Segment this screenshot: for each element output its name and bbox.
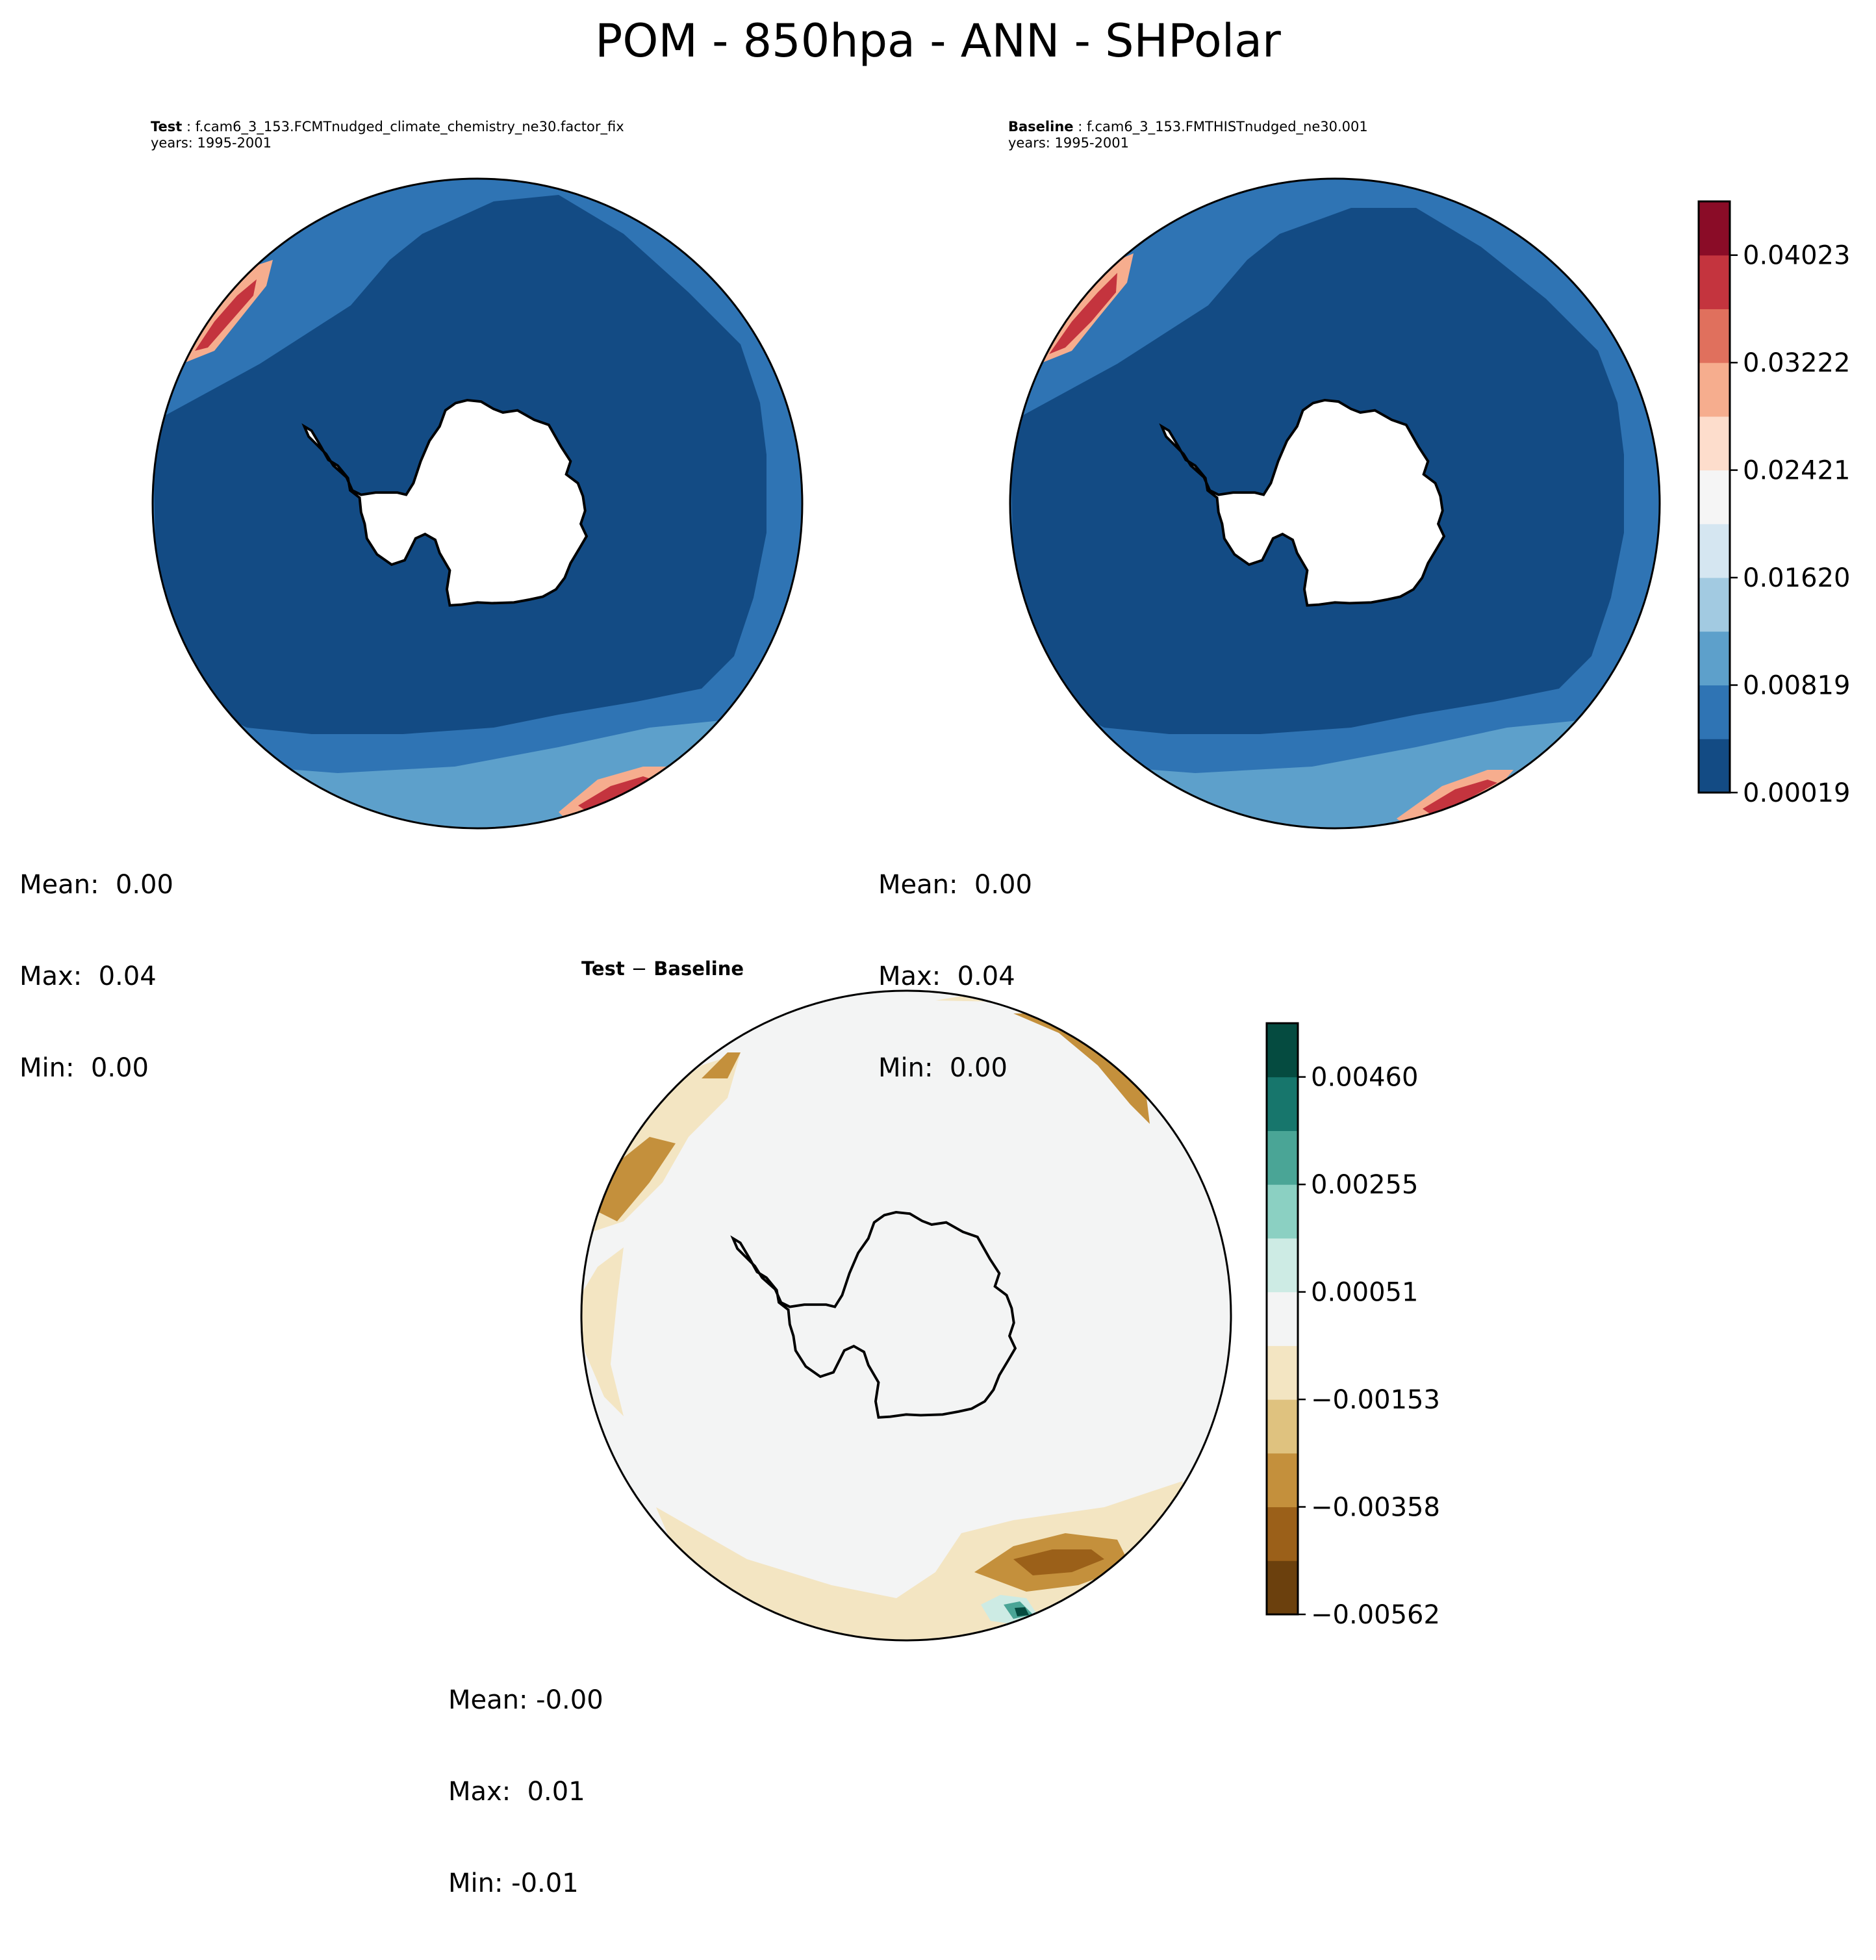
test-case-name: f.cam6_3_153.FCMTnudged_climate_chemistr…: [195, 119, 624, 134]
test-stats: Mean: 0.00 Max: 0.04 Min: 0.00: [19, 809, 173, 1145]
colorbar-diff-segment: [1267, 1184, 1298, 1239]
colorbar-diff-segment: [1267, 1453, 1298, 1508]
colorbar-diff-segment: [1267, 1238, 1298, 1293]
colorbar-diff-segment: [1267, 1292, 1298, 1346]
colorbar-main-segment: [1699, 416, 1730, 471]
baseline-case-name: f.cam6_3_153.FMTHISTnudged_ne30.001: [1086, 119, 1368, 134]
colorbar-main-segment: [1699, 631, 1730, 686]
colorbar-main-tick-label: 0.03222: [1743, 348, 1850, 378]
baseline-max: Max: 0.04: [878, 961, 1015, 991]
colorbar-diff-segment: [1267, 1076, 1298, 1131]
colorbar-diff-segment: [1267, 1023, 1298, 1078]
baseline-min: Min: 0.00: [878, 1053, 1008, 1083]
colorbar-main-tick-label: 0.00819: [1743, 671, 1850, 701]
test-max: Max: 0.04: [19, 961, 157, 991]
diff-min: Min: -0.01: [448, 1868, 579, 1898]
colorbar-diff-border: [1265, 1022, 1299, 1616]
colorbar-main-segment: [1699, 255, 1730, 309]
diff-stats: Mean: -0.00 Max: 0.01 Min: -0.01: [448, 1624, 603, 1960]
diff-brown-nw2: [702, 1052, 741, 1078]
diff-brown-nw: [591, 1137, 676, 1221]
colorbar-diff-tick-label: −0.00358: [1311, 1493, 1440, 1523]
test-years: years: 1995-2001: [151, 135, 272, 151]
diff-teal-dark-s: [1015, 1607, 1029, 1616]
colorbar-main-segment: [1699, 739, 1730, 793]
baseline-map-border: [1009, 177, 1661, 830]
colorbar-main-tick-label: 0.04023: [1743, 241, 1850, 271]
colorbar-main-border: [1697, 200, 1731, 794]
colorbar-diff-tick-label: −0.00153: [1311, 1385, 1440, 1415]
baseline-mean: Mean: 0.00: [878, 870, 1032, 900]
colorbar-diff-segment: [1267, 1345, 1298, 1400]
test-hotspot-se-core: [578, 776, 653, 812]
figure-title: POM - 850hpa - ANN - SHPolar: [595, 14, 1281, 68]
baseline-header: Baseline : f.cam6_3_153.FMTHISTnudged_ne…: [1008, 119, 1368, 151]
colorbar-diff-tick-label: 0.00460: [1311, 1063, 1418, 1093]
test-map-border: [151, 177, 804, 830]
test-hotspot-nw-core: [195, 279, 257, 351]
colorbar-diff-segment: [1267, 1507, 1298, 1561]
colorbar-main-tick-label: 0.01620: [1743, 563, 1850, 593]
diff-map-border: [580, 989, 1232, 1642]
baseline-years: years: 1995-2001: [1008, 135, 1130, 151]
diff-title-test: Test: [581, 958, 625, 980]
colorbar-diff-segment: [1267, 1399, 1298, 1454]
diff-tan-w: [581, 1247, 624, 1416]
baseline-stats: Mean: 0.00 Max: 0.04 Min: 0.00: [878, 809, 1032, 1145]
colorbar-main-segment: [1699, 363, 1730, 417]
colorbar-diff-tick-label: 0.00051: [1311, 1278, 1418, 1308]
diff-darkbrown-s: [1013, 1549, 1104, 1575]
colorbar-diff: −0.00562 −0.00358 −0.00153 0.00051 0.00255 0.…: [1265, 1022, 1440, 1630]
colorbar-diff-segment: [1267, 1130, 1298, 1185]
diff-max: Max: 0.01: [448, 1777, 585, 1807]
colorbar-main-segment: [1699, 201, 1730, 256]
baseline-hotspot-se-core: [1423, 780, 1497, 815]
colorbar-main: 0.00019 0.00819 0.01620 0.02421 0.03222 0.040…: [1697, 200, 1850, 808]
baseline-label: Baseline: [1008, 119, 1074, 134]
diff-title-minus: −: [631, 958, 648, 980]
baseline-map: [1010, 179, 1660, 828]
test-map: [153, 179, 802, 828]
colorbar-main-tick-label: 0.00019: [1743, 778, 1850, 808]
test-header: Test : f.cam6_3_153.FCMTnudged_climate_c…: [151, 119, 624, 151]
colorbar-main-segment: [1699, 524, 1730, 578]
colorbar-diff-tick-label: −0.00562: [1311, 1600, 1440, 1630]
colorbar-main-tick-label: 0.02421: [1743, 456, 1850, 486]
colorbar-main-segment: [1699, 470, 1730, 524]
test-min: Min: 0.00: [19, 1053, 149, 1083]
colorbar-main-segment: [1699, 685, 1730, 739]
baseline-hotspot-nw-core: [1049, 273, 1117, 354]
test-label: Test: [151, 119, 183, 134]
diff-title-baseline: Baseline: [653, 958, 744, 980]
colorbar-main-segment: [1699, 309, 1730, 363]
diff-mean: Mean: -0.00: [448, 1685, 603, 1715]
figure: POM - 850hpa - ANN - SHPolar Test : f.ca…: [19, 14, 1850, 1898]
colorbar-main-segment: [1699, 578, 1730, 632]
maps-svg: 0.00019 0.00819 0.01620 0.02421 0.03222 0.040…: [151, 177, 1850, 1642]
test-mean: Mean: 0.00: [19, 870, 173, 900]
colorbar-diff-tick-label: 0.00255: [1311, 1170, 1418, 1200]
colorbar-diff-segment: [1267, 1560, 1298, 1615]
diff-title: Test − Baseline: [581, 958, 744, 980]
